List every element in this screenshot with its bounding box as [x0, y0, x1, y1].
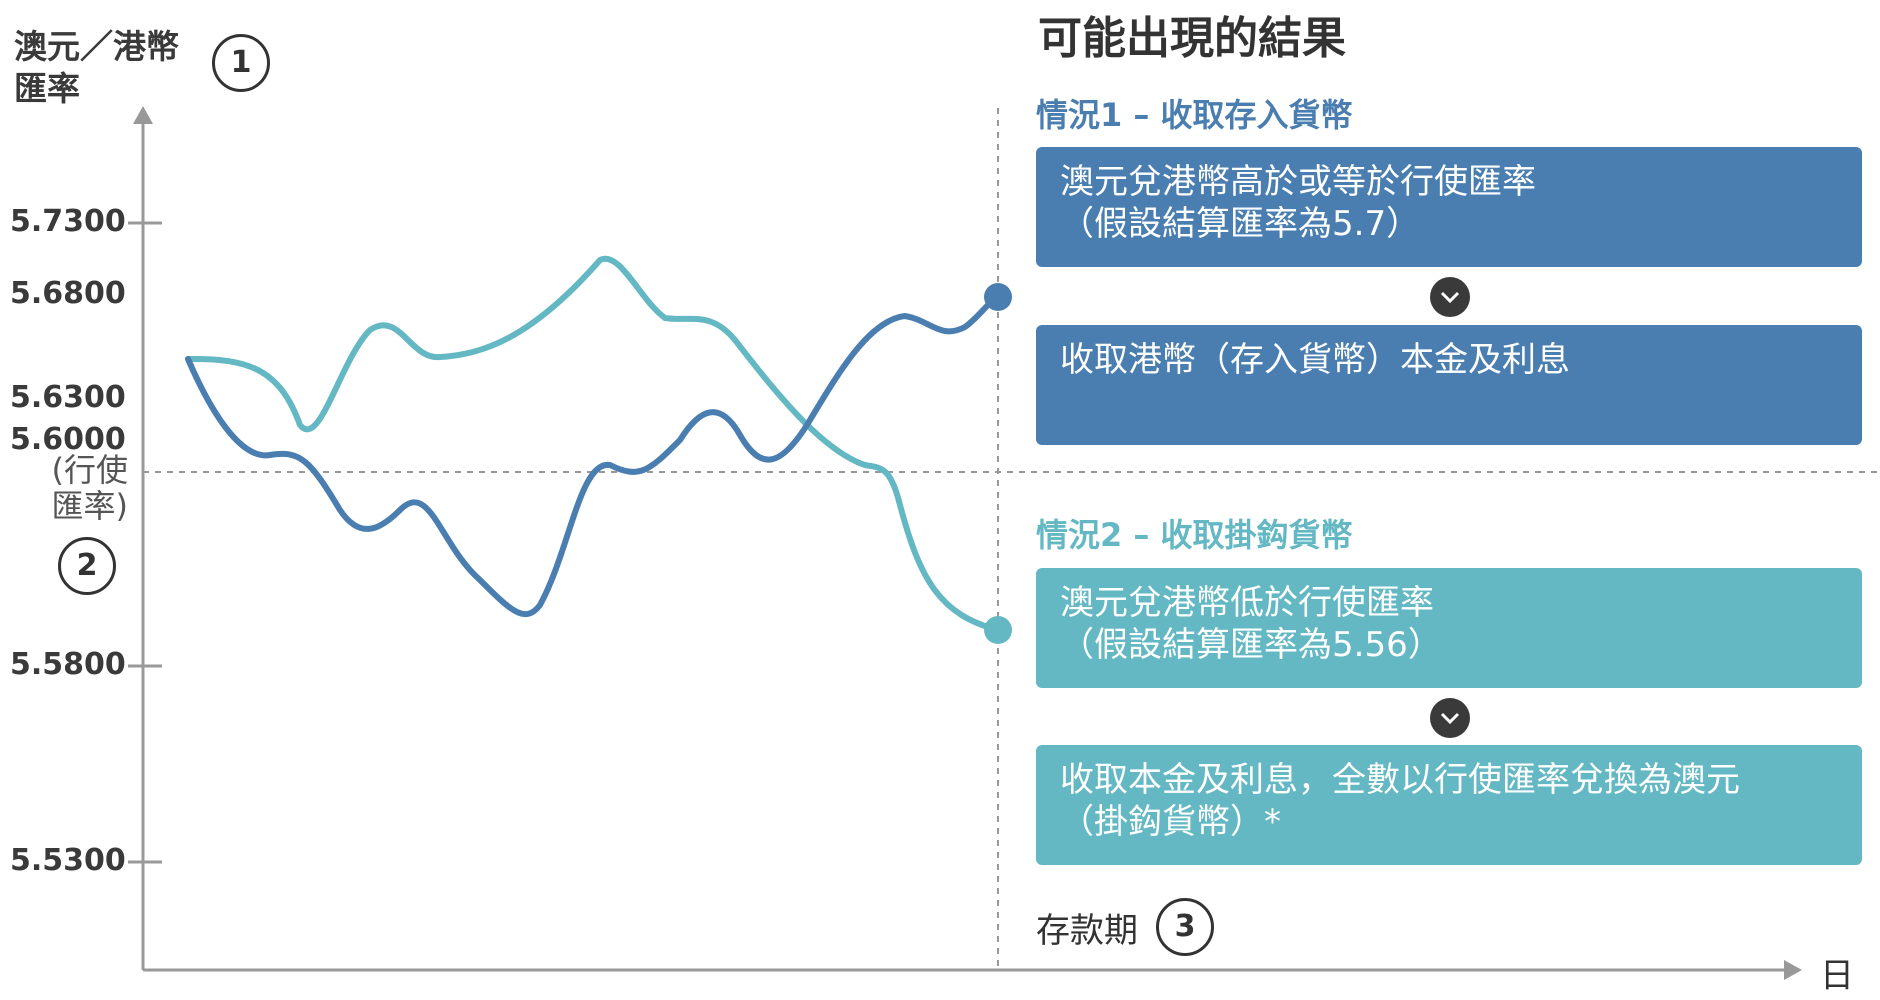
outcomes-title: 可能出現的結果: [1038, 13, 1346, 64]
scenario1-condition-line1: 澳元兌港幣高於或等於行使匯率: [1060, 162, 1536, 202]
y-axis-title-line1: 澳元／港幣: [14, 27, 179, 66]
tick-label: 5.5800: [10, 647, 126, 682]
deposit-period-label: 存款期: [1036, 911, 1138, 951]
tick-label: 5.5300: [10, 843, 126, 878]
scenario2-result-line1: 收取本金及利息，全數以行使匯率兌換為澳元: [1060, 760, 1740, 800]
strike-note-line2: 匯率): [51, 487, 129, 525]
marker-3: 3: [1156, 898, 1214, 956]
scenario2-title: 情況2 – 收取掛鈎貨幣: [1036, 516, 1353, 554]
scenario1-rate-path: [185, 294, 1001, 618]
scenario2-result-box: 收取本金及利息，全數以行使匯率兌換為澳元 （掛鈎貨幣）*: [1036, 745, 1862, 865]
marker-2: 2: [58, 537, 116, 595]
y-ticks: [128, 221, 162, 864]
scenario2-end-point: [984, 616, 1012, 644]
scenario2-rate-path: [185, 255, 1001, 633]
scenario1-end-point: [984, 283, 1012, 311]
y-axis-arrow: [133, 106, 153, 124]
strike-note: (行使 匯率): [28, 451, 129, 525]
chevron-down-icon: [1430, 277, 1470, 317]
scenario1-condition-box: 澳元兌港幣高於或等於行使匯率 （假設結算匯率為5.7）: [1036, 147, 1862, 267]
scenario1-title: 情況1 – 收取存入貨幣: [1036, 96, 1353, 134]
scenario2-condition-box: 澳元兌港幣低於行使匯率 （假設結算匯率為5.56）: [1036, 568, 1862, 688]
strike-note-line1: (行使: [51, 451, 129, 489]
tick-label: 5.6800: [10, 276, 126, 311]
tick-label: 5.6000: [10, 422, 126, 457]
scenario1-condition-line2: （假設結算匯率為5.7）: [1060, 204, 1421, 244]
y-axis-title-line2: 匯率: [14, 69, 80, 108]
chevron-down-icon: [1430, 698, 1470, 738]
scenario2-condition-line1: 澳元兌港幣低於行使匯率: [1060, 583, 1434, 623]
marker-1: 1: [212, 34, 270, 92]
scenario1-result-line1: 收取港幣（存入貨幣）本金及利息: [1060, 340, 1570, 380]
tick-label: 5.6300: [10, 380, 126, 415]
scenario2-condition-line2: （假設結算匯率為5.56）: [1060, 625, 1442, 665]
y-axis-title: 澳元／港幣 匯率: [14, 26, 179, 110]
tick-label: 5.7300: [10, 204, 126, 239]
scenario1-result-box: 收取港幣（存入貨幣）本金及利息: [1036, 325, 1862, 445]
x-axis-arrow: [1784, 960, 1802, 980]
x-axis-unit: 日: [1820, 956, 1854, 996]
scenario2-result-line2: （掛鈎貨幣）*: [1060, 802, 1281, 842]
